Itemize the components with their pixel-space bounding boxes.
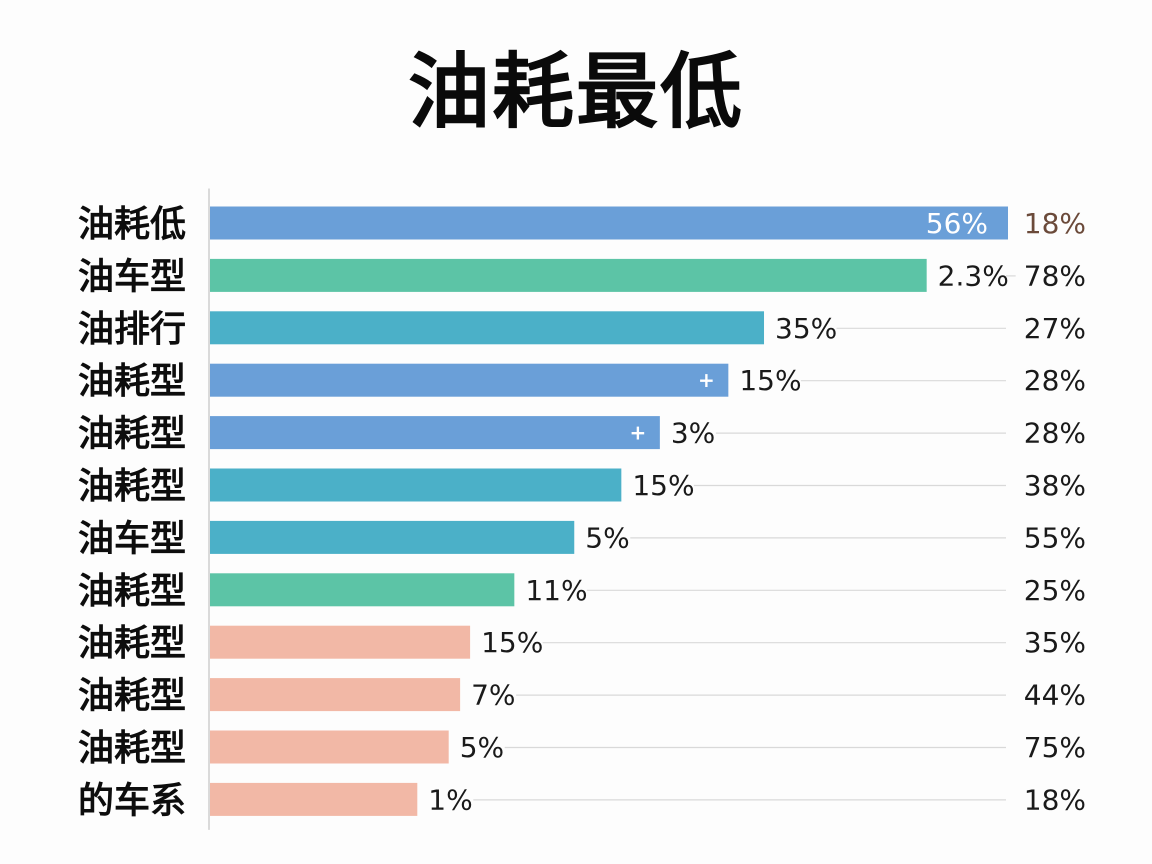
category-label: 油排行 <box>78 309 186 350</box>
bar <box>210 363 729 397</box>
category-label: 油耗型 <box>78 571 186 612</box>
bar-value-label: 1% <box>428 783 472 816</box>
category-label: 油车型 <box>78 256 186 297</box>
right-value-label: 28% <box>1024 417 1086 450</box>
bar <box>210 206 1008 240</box>
right-value-label: 18% <box>1024 207 1086 240</box>
category-label: 油耗型 <box>78 728 186 769</box>
bar-value-label: 3% <box>671 417 715 450</box>
bar <box>210 730 449 764</box>
bar-value-label: 15% <box>632 469 694 502</box>
bar <box>210 311 765 345</box>
bar-value-label: 15% <box>481 626 543 659</box>
right-value-label: 75% <box>1024 731 1086 764</box>
bar <box>210 782 418 816</box>
category-label: 油耗型 <box>78 361 186 402</box>
bar-value-label: 2.3% <box>938 259 1009 292</box>
right-value-label: 18% <box>1024 783 1086 816</box>
plus-marker: + <box>629 421 646 445</box>
bar-value-label: 5% <box>585 521 629 554</box>
category-label: 的车系 <box>78 780 186 821</box>
category-label: 油耗型 <box>78 466 186 507</box>
right-value-label: 25% <box>1024 574 1086 607</box>
bar-value-label: 15% <box>739 364 801 397</box>
bar-value-label: 35% <box>775 312 837 345</box>
right-value-label: 55% <box>1024 521 1086 554</box>
bar <box>210 678 461 712</box>
bar-value-label: 11% <box>525 574 587 607</box>
bar <box>210 468 622 502</box>
chart-title: 油耗最低 <box>407 45 744 140</box>
bar <box>210 520 575 554</box>
category-label: 油车型 <box>78 518 186 559</box>
plus-marker: + <box>698 368 715 392</box>
bar-value-label: 56% <box>926 207 988 240</box>
bar <box>210 573 515 607</box>
bar-value-label: 5% <box>460 731 504 764</box>
right-value-label: 78% <box>1024 259 1086 292</box>
bar-value-label: 7% <box>471 679 515 712</box>
bar <box>210 258 927 292</box>
category-label: 油耗型 <box>78 623 186 664</box>
bar <box>210 625 471 659</box>
bar <box>210 416 660 450</box>
category-label: 油耗低 <box>78 204 186 245</box>
right-value-label: 27% <box>1024 312 1086 345</box>
category-label: 油耗型 <box>78 414 186 455</box>
right-value-label: 44% <box>1024 679 1086 712</box>
right-value-label: 38% <box>1024 469 1086 502</box>
category-label: 油耗型 <box>78 676 186 717</box>
right-value-label: 28% <box>1024 364 1086 397</box>
right-value-label: 35% <box>1024 626 1086 659</box>
